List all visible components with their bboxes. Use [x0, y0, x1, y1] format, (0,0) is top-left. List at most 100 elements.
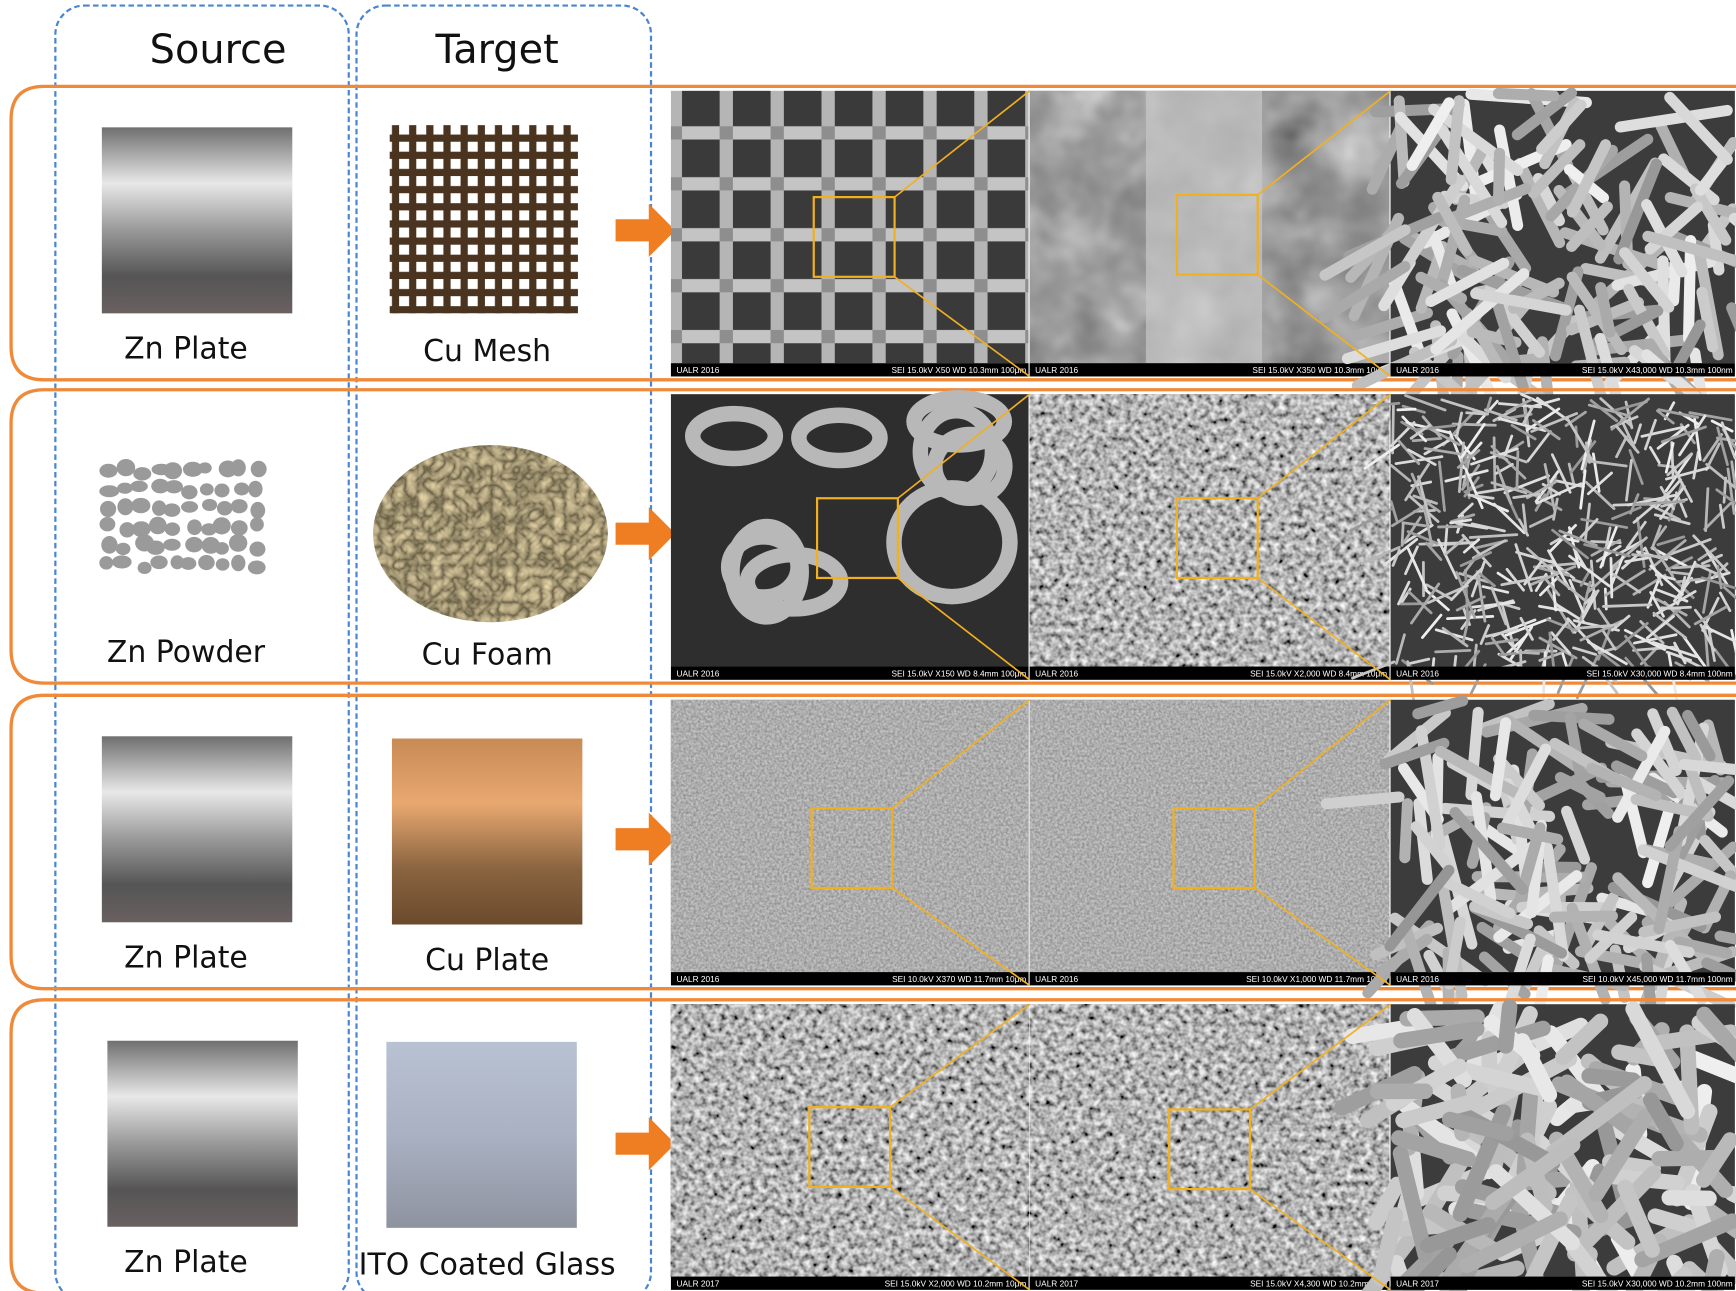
nanorod	[1492, 87, 1560, 102]
nanorod	[1440, 398, 1490, 416]
nanorod	[1455, 521, 1489, 530]
sem-footer	[1390, 972, 1735, 986]
nanorod	[1670, 570, 1690, 576]
powder-grain	[182, 461, 203, 477]
nanorod	[1630, 793, 1711, 821]
nanorod	[1610, 614, 1631, 632]
nanorod	[1656, 409, 1675, 425]
nanorod	[1463, 476, 1480, 498]
nanorod	[1484, 408, 1518, 422]
nanorod	[1384, 864, 1455, 952]
nanorod	[1672, 466, 1693, 503]
nanorod	[1656, 535, 1686, 547]
nanorod	[1504, 617, 1552, 637]
footer-right: SEI 15.0kV X4,300 WD 10.2mm 1μm	[1250, 1279, 1387, 1289]
powder-grain	[250, 460, 267, 478]
nanorod	[1490, 481, 1528, 495]
nanorod	[1360, 545, 1401, 566]
nanorod	[1503, 434, 1514, 457]
sem-footer	[670, 666, 1029, 680]
nanorod	[1689, 183, 1732, 246]
footer-right: SEI 10.0kV X370 WD 11.7mm 10μm	[892, 974, 1026, 984]
powder-grain	[99, 485, 120, 498]
nanorod	[1498, 999, 1518, 1054]
nanorod	[1688, 411, 1733, 422]
nanorod	[1548, 910, 1618, 923]
nanorod	[1629, 493, 1640, 515]
nanorod	[1619, 247, 1675, 313]
nanorod	[1693, 417, 1702, 461]
nanorod	[1551, 528, 1589, 560]
powder-grain	[116, 458, 136, 477]
nanorod	[1625, 458, 1633, 502]
powder-grain	[215, 558, 230, 571]
sem-footer	[1029, 972, 1390, 986]
nanorod	[1568, 578, 1585, 614]
zoom-line	[1253, 887, 1392, 987]
powder-grain	[99, 463, 118, 478]
target-image	[389, 125, 578, 314]
nanorod	[1490, 636, 1507, 658]
nanorod	[1576, 518, 1599, 542]
nanorod	[1666, 706, 1702, 764]
powder-grain	[198, 462, 212, 474]
powder-grain	[99, 500, 117, 518]
powder-grain	[170, 555, 184, 570]
powder-grain	[199, 483, 214, 496]
nanorod	[1481, 585, 1510, 594]
nanorod	[1663, 538, 1712, 558]
powder-grain	[117, 498, 134, 516]
powder-grain	[250, 517, 264, 532]
nanorod	[1514, 158, 1566, 249]
nanorod	[1500, 601, 1515, 647]
nanorod	[1702, 624, 1736, 644]
nanorod	[1714, 930, 1736, 945]
nanorod	[1439, 802, 1556, 822]
nanorod	[1461, 533, 1492, 568]
nanorod	[1579, 469, 1587, 510]
nanorod	[1651, 641, 1699, 659]
footer-right: SEI 15.0kV X2,000 WD 8.4mm 10μm	[1250, 669, 1387, 679]
nanorod	[1567, 462, 1576, 486]
nanorod	[1643, 1092, 1684, 1152]
nanorod	[1538, 604, 1568, 613]
nanorod	[1595, 544, 1622, 563]
nanorod	[1536, 396, 1570, 422]
nanorod	[1499, 631, 1519, 654]
nanorod	[1505, 567, 1525, 592]
nanorod	[1494, 124, 1524, 231]
sem-image: UALR 2017 SEI 15.0kV X4,300 WD 10.2mm 1μm	[1029, 1004, 1390, 1290]
nanorod	[1659, 605, 1692, 610]
nanorod	[1464, 467, 1484, 510]
nanorod	[1459, 1211, 1568, 1274]
nanorod	[1676, 560, 1697, 606]
nanorod	[1678, 758, 1736, 776]
nanorod	[1554, 602, 1585, 623]
nanorod	[1652, 590, 1697, 617]
nanorod	[1479, 624, 1491, 645]
row: Zn Powder Cu Foam UALR 2016 SEI 15.0kV X150…	[9, 388, 1736, 709]
foam-strut	[720, 529, 806, 605]
nanorod	[1718, 591, 1732, 613]
source-label: Zn Plate	[124, 941, 248, 976]
nanorod	[1517, 518, 1530, 537]
powder-grain	[228, 534, 248, 552]
powder-grain	[230, 459, 246, 477]
nanorod	[1379, 737, 1450, 770]
zoom-line	[891, 699, 1031, 809]
nanorod	[1587, 403, 1628, 417]
source-column	[54, 4, 350, 1291]
footer-right: SEI 15.0kV X150 WD 8.4mm 100μm	[891, 669, 1026, 679]
sem-image: UALR 2016 SEI 15.0kV X30,000 WD 8.4mm 100…	[1349, 392, 1736, 709]
powder-grain	[216, 500, 233, 516]
target-label: ITO Coated Glass	[359, 1247, 616, 1282]
nanorod	[1391, 548, 1401, 567]
powder-grain	[249, 541, 266, 557]
nanorod	[1634, 499, 1686, 506]
nanorod	[1462, 538, 1481, 554]
nanorod	[1535, 482, 1583, 505]
nanorod	[1420, 1217, 1496, 1254]
nanorod	[1548, 631, 1556, 672]
zoom-box	[1175, 193, 1259, 276]
